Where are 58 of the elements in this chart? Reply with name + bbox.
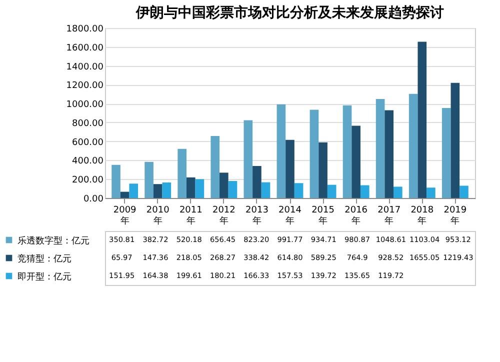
x-tick-label: 2017年 xyxy=(378,206,401,226)
y-tick-label: 400.00 xyxy=(72,156,104,167)
bar xyxy=(460,186,468,198)
bar xyxy=(120,192,130,198)
y-tick-label: 800.00 xyxy=(72,118,104,129)
bar xyxy=(418,42,427,198)
bar xyxy=(352,126,360,198)
bar xyxy=(228,180,238,198)
bar xyxy=(442,108,451,198)
y-tick-label: 1200.00 xyxy=(66,81,104,92)
bar xyxy=(112,164,120,198)
bar xyxy=(276,104,286,198)
bar xyxy=(153,184,162,198)
y-tick-label: 200.00 xyxy=(72,176,104,186)
bar xyxy=(450,82,460,198)
x-tick-label: 2016年 xyxy=(344,206,368,226)
bar xyxy=(195,179,204,198)
legend-label: 竞猜型：亿元 xyxy=(18,254,72,264)
bar xyxy=(286,140,294,198)
x-tick-label: 2018年 xyxy=(410,206,434,226)
bar xyxy=(408,94,418,198)
bar xyxy=(252,166,262,198)
bar xyxy=(261,182,270,198)
y-tick-label: 600.00 xyxy=(72,138,104,148)
bar xyxy=(178,148,186,198)
bar xyxy=(162,182,172,198)
legend-label: 即开型：亿元 xyxy=(18,272,72,282)
chart-title: 伊朗与中国彩票市场对比分析及未来发展趋势探讨 xyxy=(135,4,444,21)
bar xyxy=(310,110,319,198)
bar xyxy=(244,120,253,198)
bar xyxy=(220,172,228,198)
x-tick-label: 2019年 xyxy=(444,206,467,226)
bar xyxy=(360,185,370,198)
y-tick-label: 1400.00 xyxy=(66,62,104,72)
x-tick-label: 2014年 xyxy=(278,206,302,226)
x-tick-label: 2009年 xyxy=(113,206,137,226)
x-tick-label: 2010年 xyxy=(146,206,170,226)
bar xyxy=(376,98,385,198)
x-tick-label: 2012年 xyxy=(212,206,236,226)
bar xyxy=(210,136,220,198)
bar xyxy=(426,188,436,198)
bar xyxy=(294,183,304,198)
bar xyxy=(318,142,328,198)
x-tick-label: 2013年 xyxy=(246,206,268,226)
y-tick-label: 0.00 xyxy=(83,194,104,204)
bar xyxy=(129,184,138,198)
y-tick-label: 1600.00 xyxy=(66,43,104,54)
bar xyxy=(342,105,352,198)
x-tick-label: 2011年 xyxy=(179,206,202,226)
y-tick-label: 1000.00 xyxy=(66,100,104,110)
y-tick-label: 1800.00 xyxy=(66,24,104,34)
bar xyxy=(327,184,336,198)
bar xyxy=(144,162,154,198)
x-tick-label: 2015年 xyxy=(312,206,334,226)
bar xyxy=(394,186,402,198)
bar xyxy=(384,110,394,198)
bar xyxy=(186,177,196,198)
legend-label: 乐透数字型：亿元 xyxy=(18,236,90,246)
